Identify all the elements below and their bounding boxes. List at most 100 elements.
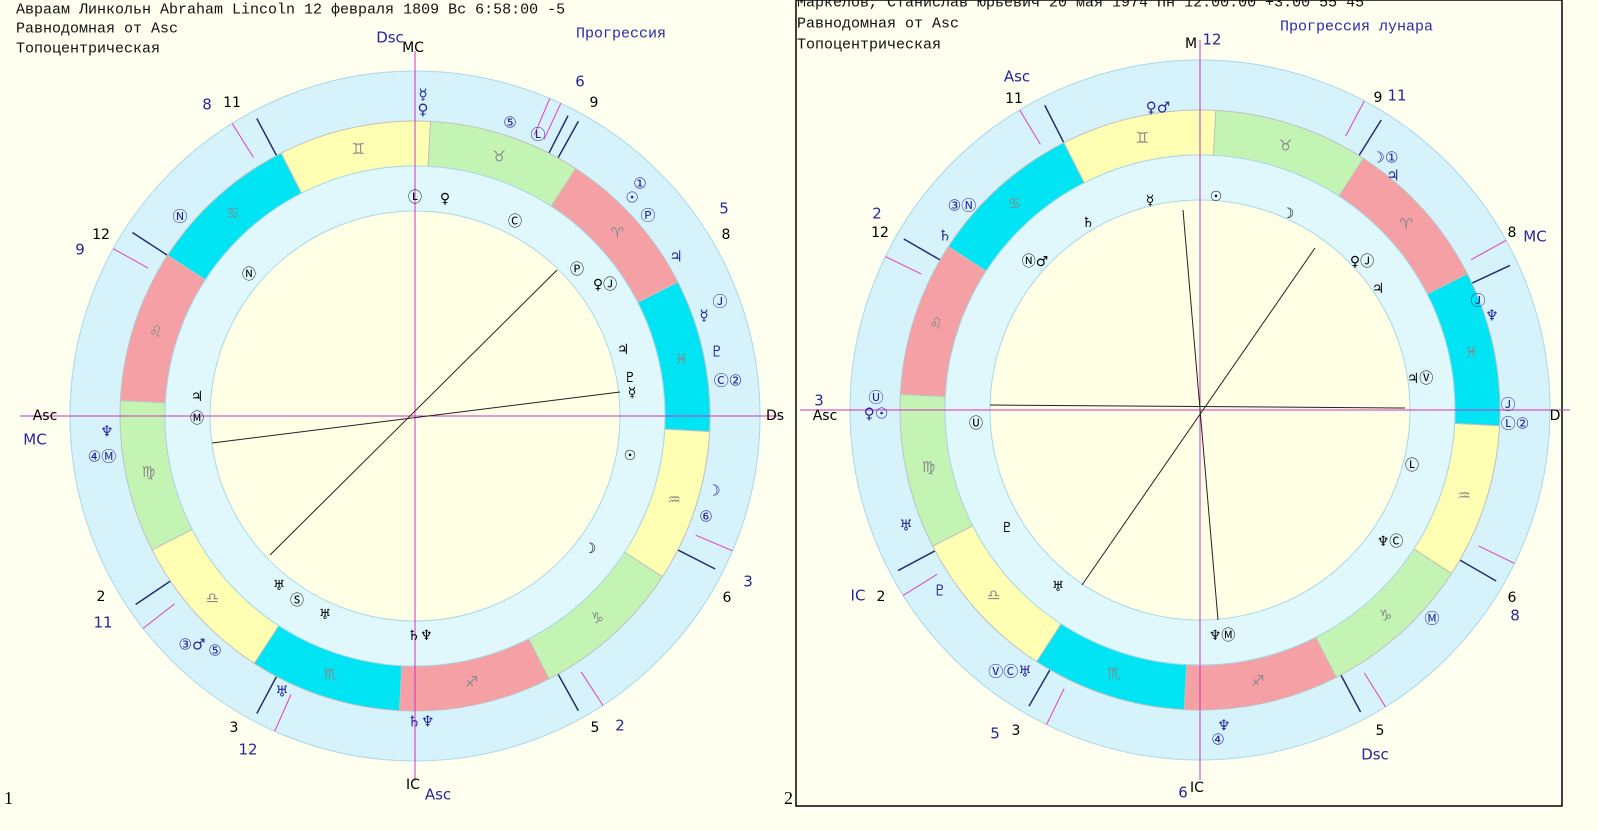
house-cusp [543, 103, 562, 140]
chart-label: D [1550, 408, 1561, 424]
chart-label: 12 [1202, 31, 1221, 49]
chart-label: ♆ [100, 423, 113, 441]
house-cusp [885, 256, 922, 275]
chart-label: ☽ [707, 482, 720, 500]
chart-label: IC [406, 777, 420, 793]
sign-glyph: ♊ [1136, 129, 1149, 147]
chart-label: ⑤ [503, 114, 516, 132]
chart-label: Ⓜ [1424, 610, 1439, 628]
chart-label: ♇ [624, 370, 637, 386]
chart-label: ☉ [625, 189, 638, 207]
chart-label: Ⓛ [530, 126, 545, 144]
chart-label: ♆Ⓜ [1209, 628, 1236, 644]
chart-label: Ⓙ [1500, 396, 1515, 414]
sign-glyph: ♎ [206, 589, 219, 607]
chart-label: 5 [719, 200, 729, 218]
sign-glyph: ♐ [465, 673, 478, 691]
chart-label: Asc [425, 786, 451, 804]
chart-label: ♇ [933, 582, 946, 600]
panel-number: 2 [784, 788, 793, 808]
house-cusp [1340, 674, 1362, 713]
chart-label: Ⓙ [1470, 292, 1485, 310]
sign-glyph: ♊ [352, 140, 365, 158]
chart-label: 11 [1005, 91, 1023, 107]
chart-label: 5 [591, 720, 600, 736]
header-line: Равнодомная от Asc [797, 16, 959, 33]
house-cusp [1471, 264, 1511, 284]
chart-label: ☽① [1372, 149, 1399, 167]
house-cusp [695, 534, 733, 552]
chart-label: ♄♆ [407, 628, 432, 644]
house-cusp [1345, 100, 1365, 137]
chart-label: ♇ [1001, 520, 1014, 536]
chart-label: Ⓒ [508, 214, 522, 230]
chart-label: ♄♆ [408, 713, 435, 731]
chart-label: Ⓝ [242, 267, 256, 283]
chart-label: Ⓝ♂ [1022, 254, 1049, 270]
header-line: Топоцентрическая [16, 41, 160, 58]
chart-label: 12 [238, 741, 257, 759]
sign-glyph: ♑ [591, 609, 604, 627]
method-label: Прогрессия лунара [1280, 19, 1433, 36]
chart-label: Ⓙ [712, 293, 727, 311]
header-line: Авраам Линкольн Abraham Lincoln 12 февра… [16, 2, 565, 19]
chart-label: 6 [575, 73, 585, 91]
chart-label: ♃ [617, 342, 630, 358]
house-cusp [1363, 672, 1386, 708]
chart-label: ③Ⓝ [948, 197, 976, 215]
chart-label: Ⓜ [190, 411, 204, 427]
chart-label: ♃ [1386, 167, 1399, 185]
sign-glyph: ♑ [1379, 607, 1392, 625]
sign-glyph: ♌ [149, 322, 162, 340]
sign-glyph: ♉ [492, 147, 505, 165]
chart-label: Ⓛ② [1501, 415, 1529, 433]
sign-glyph: ♎ [987, 586, 1000, 604]
chart-label: 3 [743, 573, 753, 591]
house-cusp [256, 118, 278, 156]
house-cusp [1358, 119, 1382, 156]
chart-label: ♃Ⓥ [1407, 371, 1434, 387]
chart-label: 9 [1374, 90, 1383, 106]
chart-label: ♃ [669, 248, 682, 266]
chart-label: ♀Ⓙ [1350, 254, 1374, 270]
chart-label: ④Ⓜ [88, 448, 116, 466]
sign-glyph: ♏ [324, 666, 338, 684]
panel-number: 1 [4, 788, 13, 808]
aspect-line [1081, 247, 1316, 586]
house-cusp [1028, 669, 1051, 707]
sign-glyph: ♐ [1251, 672, 1264, 690]
chart-label: ♆ [1485, 307, 1498, 325]
house-cusp [548, 115, 569, 154]
chart-label: ♅ [1052, 579, 1065, 595]
house-cusp [1044, 104, 1065, 144]
chart-label: 9 [75, 241, 85, 259]
chart-label: ♀Ⓙ [593, 277, 617, 293]
chart-label: IC [851, 587, 866, 605]
chart-label: Ⓟ [570, 262, 584, 278]
house-cusp [903, 238, 941, 261]
house-cusp [533, 98, 551, 136]
chart-label: 5 [990, 725, 1000, 743]
chart-label: 8 [1510, 607, 1520, 625]
chart-label: IC [1190, 780, 1204, 796]
chart-label: Ⓒ② [714, 372, 742, 390]
sign-glyph: ♌ [929, 315, 942, 333]
chart-label: 11 [223, 95, 241, 111]
chart-label: ♄ [1082, 215, 1095, 231]
chart-label: Asc [1004, 68, 1030, 86]
chart-label: 8 [1508, 225, 1517, 241]
chart-label: ♆Ⓒ [1377, 534, 1404, 550]
chart-label: ♃ [191, 389, 204, 405]
sign-glyph: ♓ [675, 350, 688, 368]
chart-label: Ⓛ [408, 190, 422, 206]
house-cusp [1459, 559, 1497, 582]
chart-label: ☉ [624, 448, 637, 464]
chart-label: ☽ [1282, 206, 1295, 222]
house-cusp [1019, 109, 1041, 145]
aspect-line [211, 391, 621, 444]
house-cusp [677, 549, 716, 570]
chart-label: 2 [872, 205, 882, 223]
chart-label: ♃ [1372, 281, 1385, 297]
